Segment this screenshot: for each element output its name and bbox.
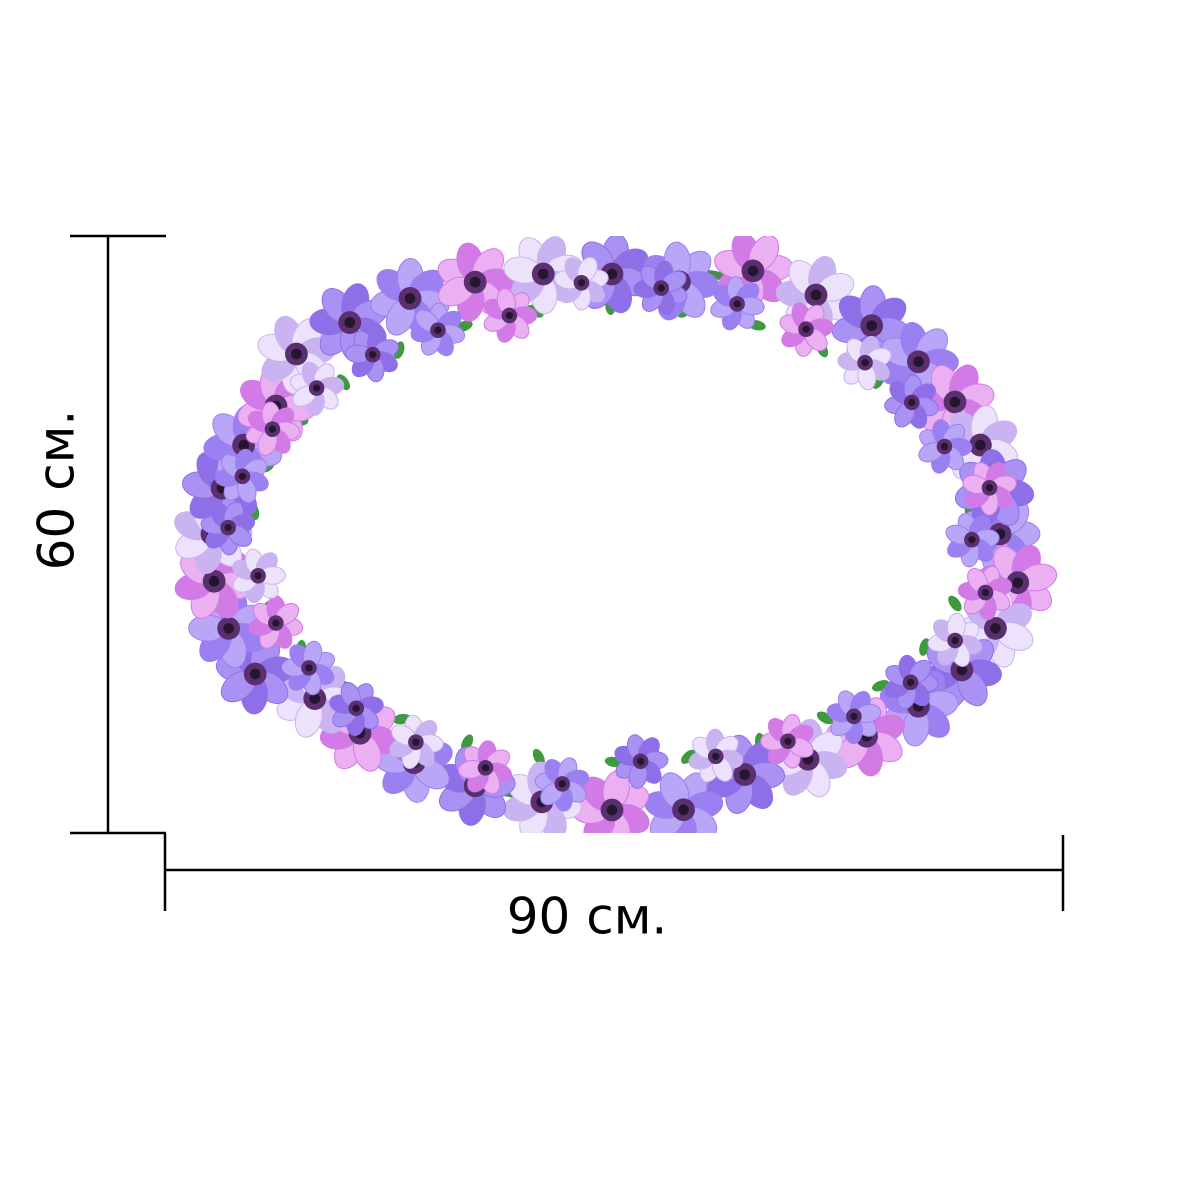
width-label: 90 см. [507, 888, 668, 946]
flower-core [312, 384, 321, 392]
flower [918, 419, 973, 474]
flower-core [352, 704, 360, 712]
flower [962, 461, 1017, 516]
flower [688, 728, 744, 783]
flower [281, 640, 335, 696]
flower-core [272, 619, 280, 627]
flower-core [344, 317, 356, 328]
flower-core [810, 289, 822, 301]
leaf [532, 748, 545, 766]
flower-core [678, 804, 689, 816]
flower-core [412, 738, 420, 746]
flower [837, 335, 892, 391]
flower-core [784, 737, 792, 745]
flower-core [712, 752, 720, 761]
flower-core [254, 572, 262, 580]
flower-core [577, 279, 586, 287]
flower-core [1012, 577, 1024, 588]
flower [614, 734, 669, 789]
flower-core [802, 325, 810, 333]
flower-core [238, 472, 247, 480]
flower-core [956, 664, 968, 676]
flower-core [404, 293, 416, 304]
flower [200, 501, 256, 556]
flower-core [238, 439, 249, 451]
flower-core [968, 536, 976, 544]
flower [957, 565, 1013, 621]
flower [483, 288, 538, 343]
flower-core [636, 757, 645, 765]
flower-core [739, 769, 751, 780]
flower-core [469, 276, 481, 288]
flower-core [291, 348, 302, 360]
flower [245, 401, 301, 456]
flower [248, 595, 304, 649]
flower [344, 327, 399, 383]
flower-core [309, 693, 321, 704]
flower-core [208, 575, 220, 587]
flower [779, 302, 834, 357]
flower-core [949, 396, 961, 408]
flower-core [606, 268, 618, 280]
flower-core [747, 265, 759, 277]
height-label: 60 см. [28, 410, 86, 571]
flower [884, 374, 939, 429]
flower [884, 654, 939, 710]
flower-core [975, 439, 986, 451]
flower-core [249, 668, 261, 680]
flower-core [866, 320, 878, 331]
flower [826, 690, 882, 745]
flower-core [657, 284, 665, 292]
flower [232, 548, 286, 604]
flower [389, 714, 444, 769]
leaf [948, 595, 962, 612]
flower-core [981, 588, 990, 597]
flower-core [951, 636, 959, 645]
flower-core [305, 664, 313, 672]
flower [571, 770, 650, 833]
flower [534, 757, 590, 812]
flower-core [537, 268, 549, 280]
flower [927, 612, 982, 667]
flower-core [733, 300, 741, 308]
flower [945, 512, 1000, 568]
flower-wreath [174, 236, 1058, 833]
flower-core [369, 351, 377, 359]
flower-core [224, 524, 232, 532]
flower-core [861, 359, 869, 367]
flower [289, 361, 345, 416]
flower [710, 276, 765, 331]
flower [329, 682, 384, 737]
flower-core [990, 623, 1001, 634]
flower [410, 302, 466, 357]
flower-core [481, 764, 490, 772]
height-dimension: 60 см. [28, 234, 166, 835]
flower [457, 740, 513, 795]
flower [760, 714, 814, 769]
flower [633, 260, 688, 316]
leaf [681, 749, 696, 764]
flower [214, 448, 269, 504]
flower-core [913, 356, 924, 368]
flower-core [434, 326, 442, 334]
flower-core [985, 484, 994, 492]
flower-core [606, 804, 618, 816]
flower [643, 772, 724, 833]
flower-core [268, 425, 277, 433]
flower [554, 256, 609, 311]
flower-core [906, 678, 915, 686]
width-dimension: 90 см. [163, 833, 1065, 946]
flower-core [223, 623, 234, 634]
flower-core [940, 442, 949, 451]
flower-core [558, 780, 566, 788]
flower-core [850, 712, 858, 720]
flower-core [505, 311, 514, 320]
flower-core [908, 398, 916, 407]
